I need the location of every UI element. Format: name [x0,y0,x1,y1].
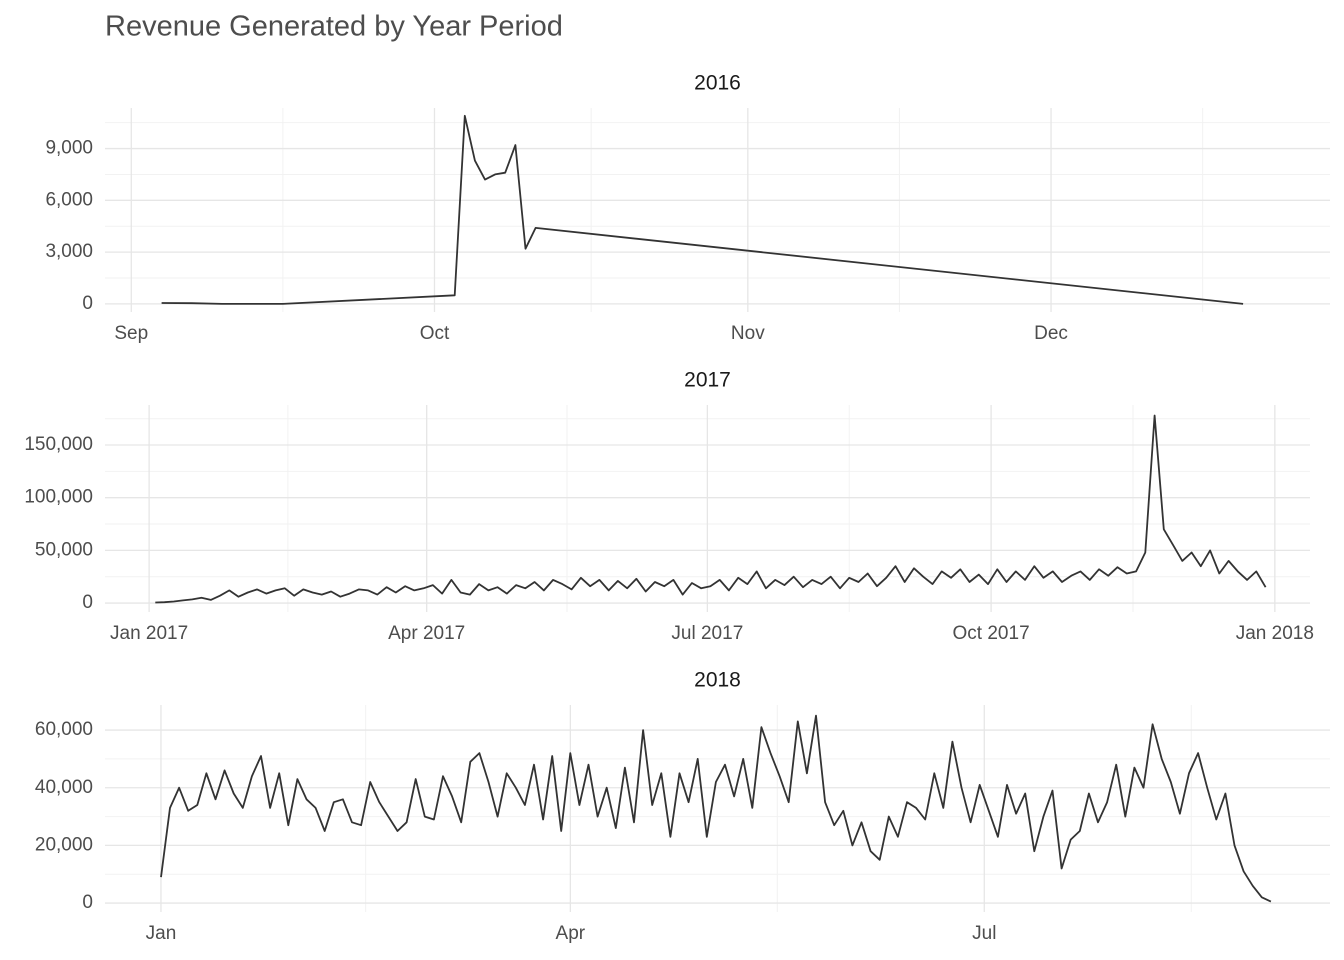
x-tick-label: Dec [1034,323,1068,344]
x-tick-label: Sep [114,323,148,344]
x-tick-label: Jan 2017 [110,623,188,644]
y-tick-label: 0 [82,892,93,913]
y-tick-label: 40,000 [35,777,93,798]
y-tick-label: 20,000 [35,834,93,855]
data-line [161,114,1244,305]
y-tick-label: 3,000 [45,241,93,262]
facet-title: 2017 [684,369,731,392]
facet-title: 2016 [694,72,741,95]
x-tick-label: Jul [972,923,996,944]
x-tick-label: Oct [420,323,450,344]
y-tick-label: 9,000 [45,138,93,159]
y-tick-label: 150,000 [24,434,93,455]
x-tick-label: Nov [731,323,765,344]
facet-title: 2018 [694,669,741,692]
y-tick-label: 6,000 [45,189,93,210]
y-tick-label: 60,000 [35,719,93,740]
y-tick-label: 0 [82,592,93,613]
x-tick-label: Jul 2017 [671,623,743,644]
x-tick-label: Jan 2018 [1236,623,1314,644]
x-tick-label: Jan [146,923,177,944]
data-line [160,714,1272,903]
y-tick-label: 0 [82,293,93,314]
x-tick-label: Apr [556,923,586,944]
x-tick-label: Apr 2017 [388,623,465,644]
chart-title: Revenue Generated by Year Period [105,11,563,43]
x-tick-label: Oct 2017 [953,623,1030,644]
y-tick-label: 100,000 [24,487,93,508]
data-line [155,414,1267,604]
y-tick-label: 50,000 [35,539,93,560]
